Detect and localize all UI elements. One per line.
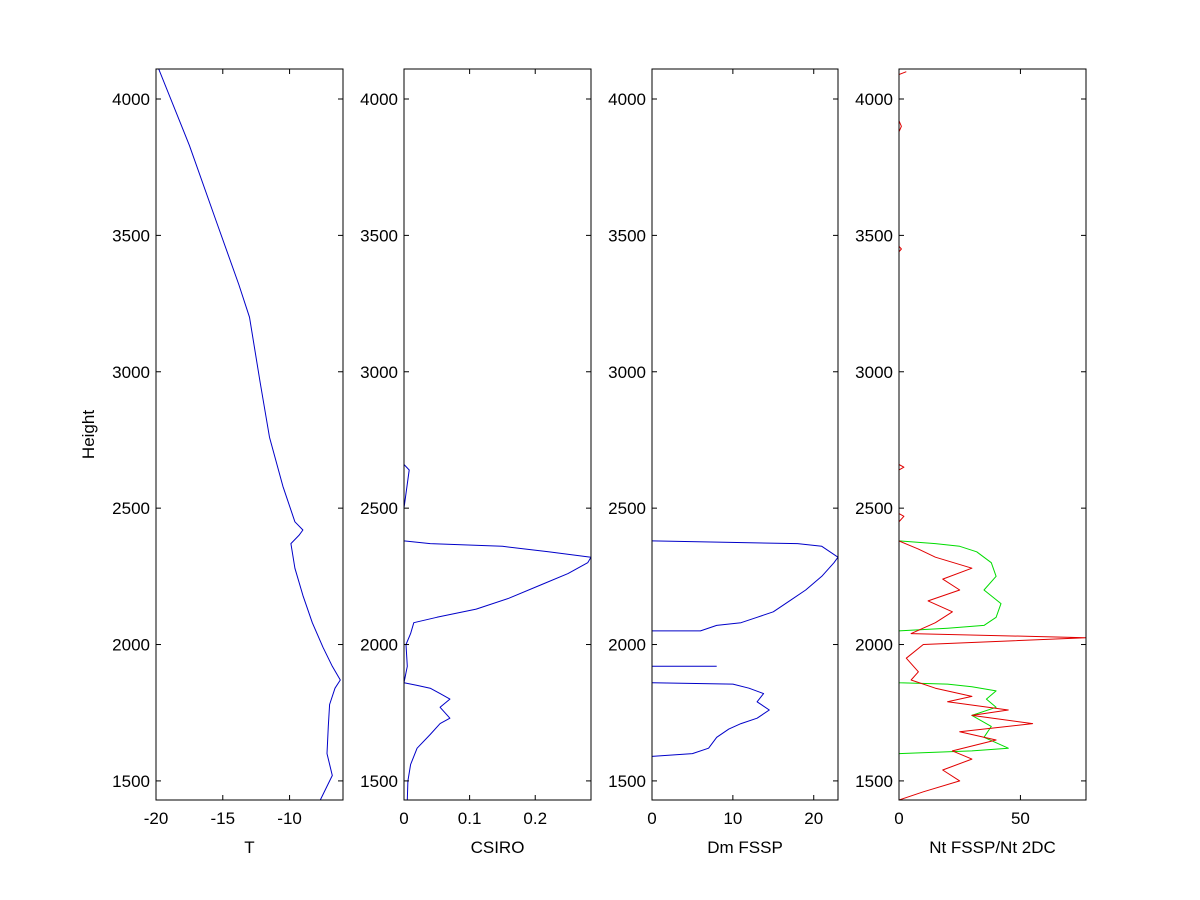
plot-frame <box>651 68 839 801</box>
x-tick-label: -20 <box>144 809 169 828</box>
y-tick-label: 3000 <box>608 363 646 382</box>
x-tick-label: -10 <box>277 809 302 828</box>
y-tick-label: 2500 <box>360 499 398 518</box>
series-line-1 <box>899 540 1009 755</box>
y-tick-label: 3000 <box>112 363 150 382</box>
x-axis-label: T <box>244 838 254 857</box>
y-tick-label: 2500 <box>608 499 646 518</box>
y-tick-label: 3500 <box>112 226 150 245</box>
x-tick-label: 10 <box>723 809 742 828</box>
y-tick-label: 2000 <box>855 636 893 655</box>
series-line-1 <box>404 453 591 800</box>
y-tick-label: 1500 <box>608 772 646 791</box>
x-tick-label: 0 <box>894 809 903 828</box>
y-tick-label: 2500 <box>855 499 893 518</box>
x-tick-label: 20 <box>804 809 823 828</box>
series-line-1 <box>158 69 341 800</box>
y-tick-label: 2000 <box>360 636 398 655</box>
y-tick-label: 4000 <box>360 90 398 109</box>
x-tick-label: 0 <box>647 809 656 828</box>
x-tick-label: -15 <box>210 809 235 828</box>
plot-frame <box>155 68 344 801</box>
y-tick-label: 3500 <box>855 226 893 245</box>
y-tick-label: 3000 <box>360 363 398 382</box>
panel-2: 1500 2000 2500 3000 3500 4000 0 0.1 0.2 CSIRO <box>360 68 592 857</box>
x-tick-label: 0.1 <box>458 809 482 828</box>
y-tick-label: 4000 <box>112 90 150 109</box>
plot-frame <box>898 68 1087 801</box>
y-tick-label: 2000 <box>112 636 150 655</box>
series-line-2 <box>899 71 1086 800</box>
y-tick-label: 3500 <box>360 226 398 245</box>
y-tick-label: 3500 <box>608 226 646 245</box>
y-tick-label: 4000 <box>855 90 893 109</box>
x-tick-label: 50 <box>1011 809 1030 828</box>
y-tick-label: 2500 <box>112 499 150 518</box>
y-tick-label: 4000 <box>608 90 646 109</box>
y-tick-label: 1500 <box>855 772 893 791</box>
y-tick-label: 2000 <box>608 636 646 655</box>
plot-frame <box>403 68 592 801</box>
x-tick-label: 0.2 <box>523 809 547 828</box>
series-line-1 <box>652 682 770 757</box>
panel-4: 1500 2000 2500 3000 3500 4000 0 50 Nt FSSP/Nt 2D… <box>855 68 1087 857</box>
x-axis-label: Nt FSSP/Nt 2DC <box>929 838 1056 857</box>
y-tick-label: 1500 <box>112 772 150 791</box>
x-axis-label: CSIRO <box>471 838 525 857</box>
y-tick-label: 1500 <box>360 772 398 791</box>
x-axis-label: Dm FSSP <box>707 838 783 857</box>
panel-1: 1500 2000 2500 3000 3500 4000 -20 -15 -10 T Height <box>79 68 344 857</box>
y-axis-label: Height <box>79 410 98 459</box>
series-line-3 <box>652 540 838 632</box>
y-tick-label: 3000 <box>855 363 893 382</box>
panel-3: 1500 2000 2500 3000 3500 4000 0 10 20 Dm FSSP <box>608 68 839 857</box>
x-tick-label: 0 <box>399 809 408 828</box>
